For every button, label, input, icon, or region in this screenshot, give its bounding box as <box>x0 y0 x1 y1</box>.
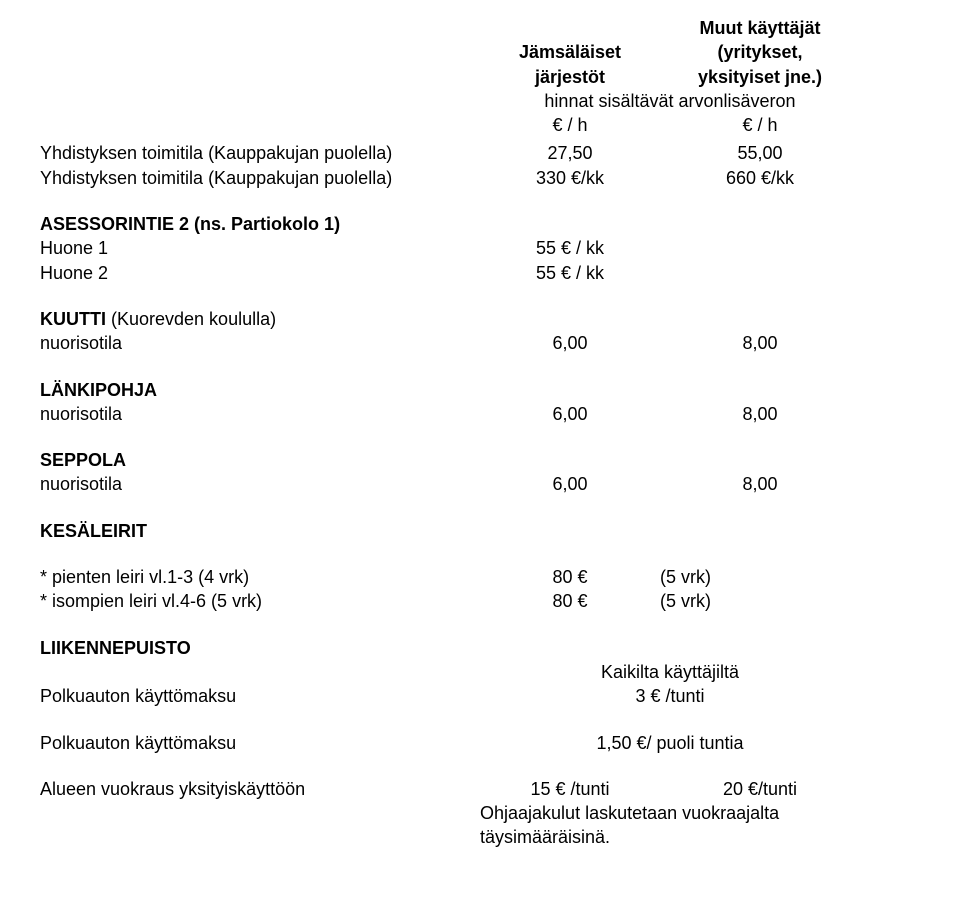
header-right-l2: (yritykset, <box>717 40 802 64</box>
unit-mid: € / h <box>480 113 660 137</box>
kuutti-mid: 6,00 <box>480 331 660 355</box>
yhdistys-row2-right: 660 €/kk <box>660 166 860 190</box>
kuutti-title-rest: (Kuorevden koululla) <box>106 309 276 329</box>
header-col-right: Muut käyttäjät (yritykset, yksityiset jn… <box>660 16 860 89</box>
vat-text: hinnat sisältävät arvonlisäveron <box>480 89 860 113</box>
header-right-l3: yksityiset jne.) <box>698 65 822 89</box>
seppola-row: nuorisotila 6,00 8,00 <box>40 472 920 496</box>
lankipohja-right: 8,00 <box>660 402 860 426</box>
kesaleirit-row1: * pienten leiri vl.1-3 (4 vrk) 80 € (5 v… <box>40 565 920 589</box>
lankipohja-row: nuorisotila 6,00 8,00 <box>40 402 920 426</box>
kesaleirit-title: KESÄLEIRIT <box>40 519 920 543</box>
vat-row: hinnat sisältävät arvonlisäveron <box>40 89 920 113</box>
seppola-mid: 6,00 <box>480 472 660 496</box>
yhdistys-row2-mid: 330 €/kk <box>480 166 660 190</box>
header-mid-blank <box>567 16 572 40</box>
kesaleirit-row2: * isompien leiri vl.4-6 (5 vrk) 80 € (5 … <box>40 589 920 613</box>
kesaleirit-r1-mid: 80 € <box>480 565 660 589</box>
kesaleirit-r1-right: (5 vrk) <box>660 565 860 589</box>
liikennepuisto-row2: Polkuauton käyttömaksu 1,50 €/ puoli tun… <box>40 731 920 755</box>
liikennepuisto-row3: Alueen vuokraus yksityiskäyttöön 15 € /t… <box>40 777 920 801</box>
unit-right: € / h <box>660 113 860 137</box>
yhdistys-row1: Yhdistyksen toimitila (Kauppakujan puole… <box>40 141 920 165</box>
yhdistys-row2: Yhdistyksen toimitila (Kauppakujan puole… <box>40 166 920 190</box>
liikennepuisto-r3-right: 20 €/tunti <box>660 777 860 801</box>
huone2-val: 55 € / kk <box>480 261 660 285</box>
header-mid-l2: järjestöt <box>535 65 605 89</box>
kesaleirit-r1-label: * pienten leiri vl.1-3 (4 vrk) <box>40 565 480 589</box>
kesaleirit-r2-mid: 80 € <box>480 589 660 613</box>
yhdistys-row1-label: Yhdistyksen toimitila (Kauppakujan puole… <box>40 141 480 165</box>
huone2-label: Huone 2 <box>40 261 480 285</box>
liikennepuisto-r1-val: 3 € /tunti <box>480 684 860 708</box>
lankipohja-label: nuorisotila <box>40 402 480 426</box>
kuutti-right: 8,00 <box>660 331 860 355</box>
liikennepuisto-kaikilta: Kaikilta käyttäjiltä <box>480 660 860 684</box>
kuutti-title: KUUTTI (Kuorevden koululla) <box>40 307 920 331</box>
header-col-mid: Jämsäläiset järjestöt <box>480 16 660 89</box>
yhdistys-row2-label: Yhdistyksen toimitila (Kauppakujan puole… <box>40 166 480 190</box>
liikennepuisto-r2-val: 1,50 €/ puoli tuntia <box>480 731 860 755</box>
liikennepuisto-kaikilta-row: Kaikilta käyttäjiltä <box>40 660 920 684</box>
huone1-row: Huone 1 55 € / kk <box>40 236 920 260</box>
huone1-val: 55 € / kk <box>480 236 660 260</box>
liikennepuisto-note2: täysimääräisinä. <box>480 825 920 849</box>
huone2-row: Huone 2 55 € / kk <box>40 261 920 285</box>
seppola-right: 8,00 <box>660 472 860 496</box>
liikennepuisto-r1-label: Polkuauton käyttömaksu <box>40 684 480 708</box>
seppola-title: SEPPOLA <box>40 448 920 472</box>
header-right-l1: Muut käyttäjät <box>699 16 820 40</box>
huone1-label: Huone 1 <box>40 236 480 260</box>
seppola-label: nuorisotila <box>40 472 480 496</box>
kuutti-label: nuorisotila <box>40 331 480 355</box>
header-mid-l1: Jämsäläiset <box>519 40 621 64</box>
kuutti-row: nuorisotila 6,00 8,00 <box>40 331 920 355</box>
yhdistys-row1-right: 55,00 <box>660 141 860 165</box>
asessorintie-title: ASESSORINTIE 2 (ns. Partiokolo 1) <box>40 212 920 236</box>
liikennepuisto-row1: Polkuauton käyttömaksu 3 € /tunti <box>40 684 920 708</box>
liikennepuisto-r2-label: Polkuauton käyttömaksu <box>40 731 480 755</box>
unit-row: € / h € / h <box>40 113 920 137</box>
liikennepuisto-note1: Ohjaajakulut laskutetaan vuokraajalta <box>480 801 920 825</box>
yhdistys-row1-mid: 27,50 <box>480 141 660 165</box>
liikennepuisto-r3-mid: 15 € /tunti <box>480 777 660 801</box>
liikennepuisto-title: LIIKENNEPUISTO <box>40 636 920 660</box>
liikennepuisto-r3-label: Alueen vuokraus yksityiskäyttöön <box>40 777 480 801</box>
header-row: Jämsäläiset järjestöt Muut käyttäjät (yr… <box>40 16 920 89</box>
kesaleirit-r2-label: * isompien leiri vl.4-6 (5 vrk) <box>40 589 480 613</box>
lankipohja-mid: 6,00 <box>480 402 660 426</box>
lankipohja-title: LÄNKIPOHJA <box>40 378 920 402</box>
kuutti-title-bold: KUUTTI <box>40 309 106 329</box>
kesaleirit-r2-right: (5 vrk) <box>660 589 860 613</box>
